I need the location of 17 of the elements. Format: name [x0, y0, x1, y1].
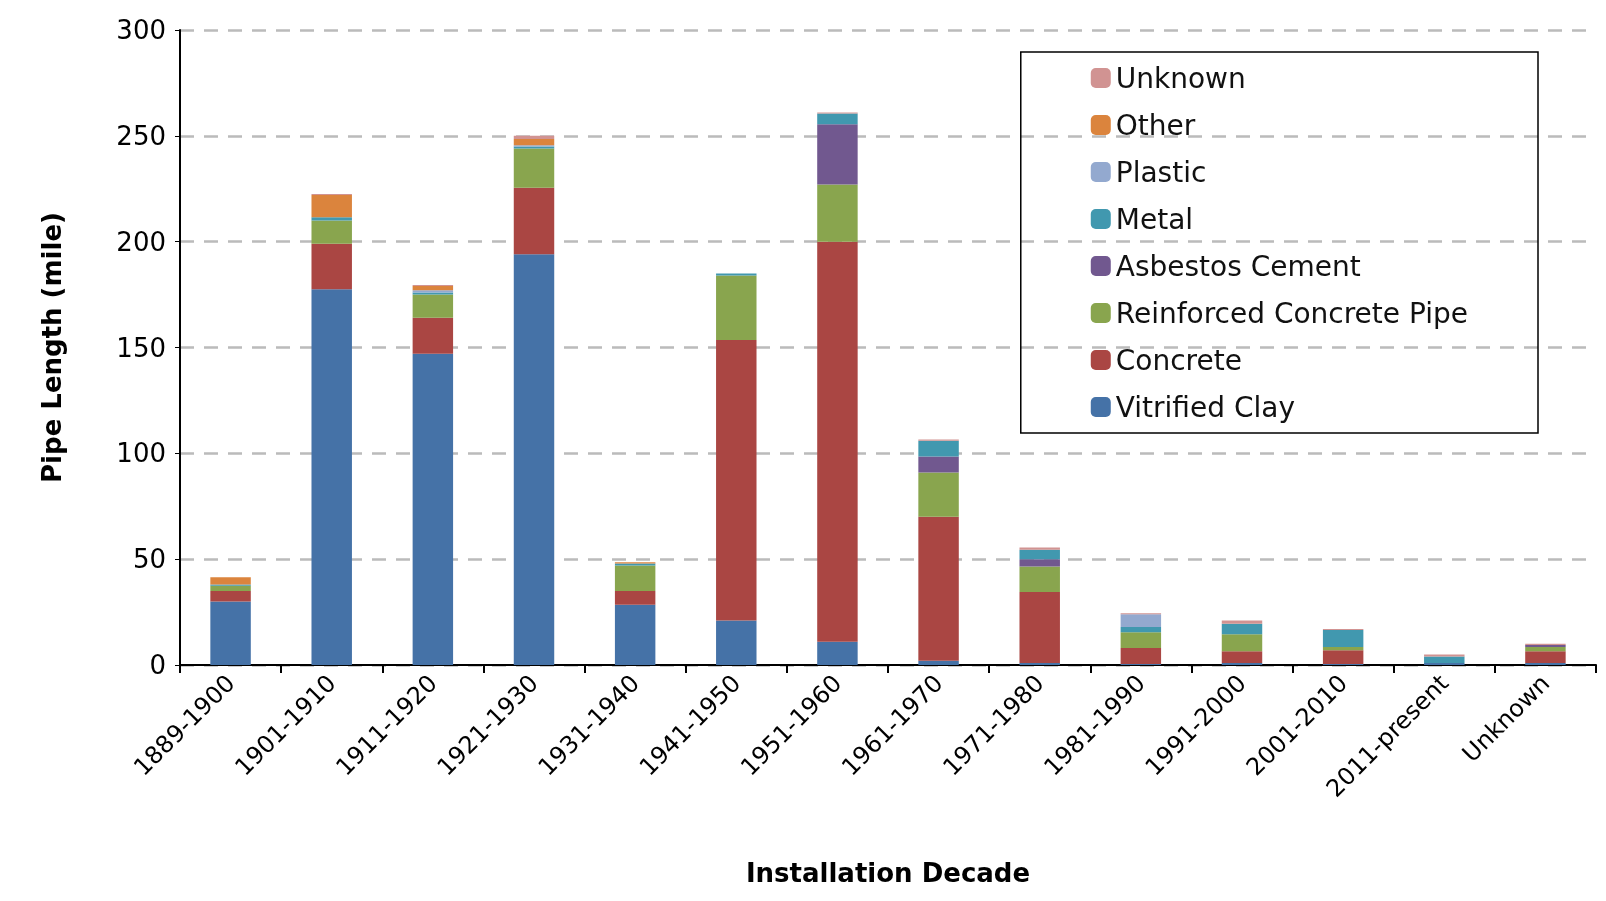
y-tick-label: 150	[116, 332, 166, 363]
legend-label: Reinforced Concrete Pipe	[1115, 296, 1469, 330]
legend-label: Vitrified Clay	[1115, 390, 1295, 424]
legend-label: Asbestos Cement	[1115, 249, 1361, 283]
y-tick-label: 200	[116, 226, 166, 257]
legend-label: Unknown	[1115, 61, 1246, 95]
legend-label: Other	[1115, 108, 1196, 142]
legend-label: Metal	[1115, 202, 1194, 236]
y-tick-label: 300	[116, 15, 166, 45]
y-tick-label: 100	[116, 438, 166, 469]
x-axis-title: Installation Decade	[745, 858, 1031, 888]
legend-label: Plastic	[1115, 155, 1207, 189]
y-tick-label: 50	[132, 544, 166, 575]
y-tick-label: 0	[149, 650, 166, 680]
y-axis-title: Pipe Length (mile)	[37, 212, 67, 483]
legend-label: Concrete	[1115, 343, 1242, 377]
y-tick-label: 250	[116, 120, 166, 151]
